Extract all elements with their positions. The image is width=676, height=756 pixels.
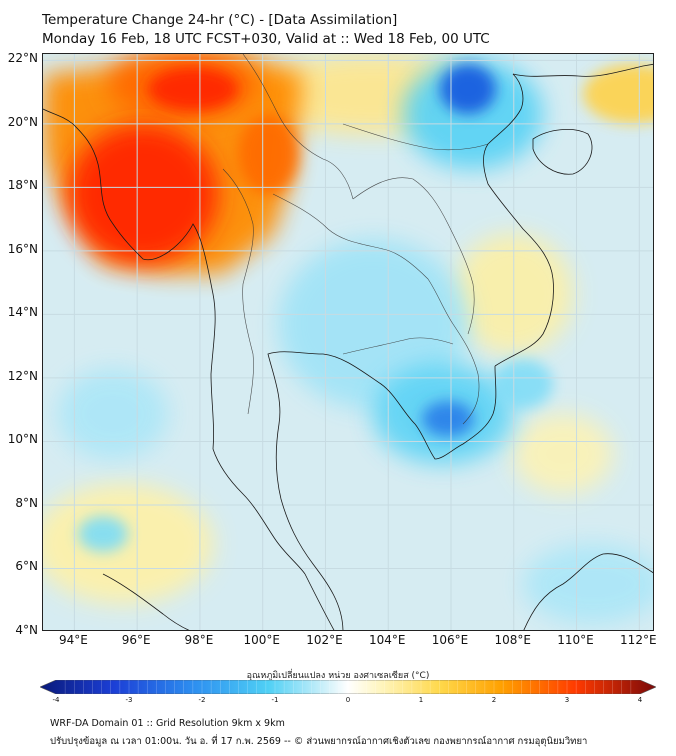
lat-tick-label: 10°N (7, 432, 38, 447)
field-cool-southeast (523, 544, 653, 624)
field-strong-cool-south (422, 401, 474, 437)
coast-borneo (523, 553, 653, 630)
temperature-field (43, 54, 653, 624)
field-cool-west-sea (58, 369, 168, 459)
lat-tick-label: 4°N (15, 623, 38, 637)
colorbar-segments (64, 680, 632, 694)
colorbar-tick-label: -2 (198, 696, 206, 704)
lat-tick-label: 16°N (7, 241, 38, 256)
lon-tick-label: 100°E (243, 633, 280, 647)
colorbar-tick-label: 4 (637, 696, 643, 704)
border-cambodia-vietnam (452, 323, 480, 425)
field-mild-warm-east (583, 64, 653, 124)
lon-tick-label: 112°E (620, 633, 657, 647)
lat-tick-label: 18°N (7, 178, 38, 193)
field-strong-warm-north (148, 67, 238, 111)
field-strong-warm-core (68, 124, 218, 264)
lon-tick-label: 96°E (121, 633, 151, 647)
coast-hainan (532, 129, 593, 175)
lon-tick-label: 104°E (368, 633, 406, 647)
coast-myanmar (43, 108, 216, 450)
colorbar-tick-label: -4 (52, 696, 60, 704)
coast-south-china (512, 63, 653, 77)
borders (222, 54, 489, 425)
colorbar-tick-label: -1 (271, 696, 279, 704)
border-myanmar-thailand (222, 168, 254, 415)
coast-thailand-west (212, 448, 306, 575)
colorbar-title: อุณหภูมิเปลี่ยนแปลง หน่วย องศาเซลเซียส (… (246, 671, 430, 681)
lon-tick-label: 108°E (494, 633, 532, 647)
coast-sumatra (102, 573, 190, 630)
temperature-change-map[interactable] (42, 53, 654, 631)
field-strong-cool-north (440, 64, 496, 114)
lon-tick-label: 94°E (58, 633, 88, 647)
field-cool-southwest (78, 516, 128, 552)
colorbar-tick-label: 0 (345, 696, 351, 704)
border-china-vietnam (342, 123, 489, 151)
footer-credit: ปรับปรุงข้อมูล ณ เวลา 01:00น. วัน อ. ที่… (50, 736, 588, 747)
lat-tick-label: 20°N (7, 114, 38, 129)
field-cool-north-vn (403, 59, 543, 169)
field-mild-warm-west (43, 484, 213, 604)
field-warm-ridge (238, 114, 298, 194)
coast-gulf-thailand (267, 351, 497, 630)
lat-tick-label: 6°N (15, 559, 38, 574)
colorbar (40, 680, 656, 694)
field-mild-warm-sea (513, 414, 613, 494)
border-myanmar-china (242, 54, 354, 200)
graticule (43, 54, 653, 630)
coastlines (43, 63, 653, 630)
lon-tick-label: 110°E (557, 633, 594, 647)
colorbar-tick-label: -3 (125, 696, 133, 704)
field-mild-warm-gulf (453, 234, 573, 354)
colorbar-tick-label: 2 (491, 696, 497, 704)
border-thailand-cambodia (342, 337, 454, 355)
chart-subtitle: Monday 16 Feb, 18 UTC FCST+030, Valid at… (42, 31, 490, 47)
lon-tick-label: 98°E (184, 633, 214, 647)
colorbar-tick-label: 1 (418, 696, 424, 704)
chart-title: Temperature Change 24-hr (°C) - [Data As… (42, 12, 398, 28)
colorbar-tick-label: 3 (564, 696, 570, 704)
colorbar-body (40, 680, 656, 694)
lon-tick-label: 106°E (431, 633, 469, 647)
coast-malaysia (304, 573, 335, 630)
border-laos-vietnam (352, 177, 475, 335)
lon-tick-label: 102°E (306, 633, 343, 647)
border-thailand-laos (272, 193, 454, 325)
lat-tick-label: 8°N (15, 495, 38, 510)
lat-tick-label: 22°N (7, 51, 38, 66)
coast-vietnam (483, 73, 554, 367)
lat-tick-label: 14°N (7, 305, 38, 320)
footer-model-info: WRF-DA Domain 01 :: Grid Resolution 9km … (50, 718, 285, 729)
lat-tick-label: 12°N (7, 368, 38, 383)
field-cool-central-sea (493, 359, 553, 409)
